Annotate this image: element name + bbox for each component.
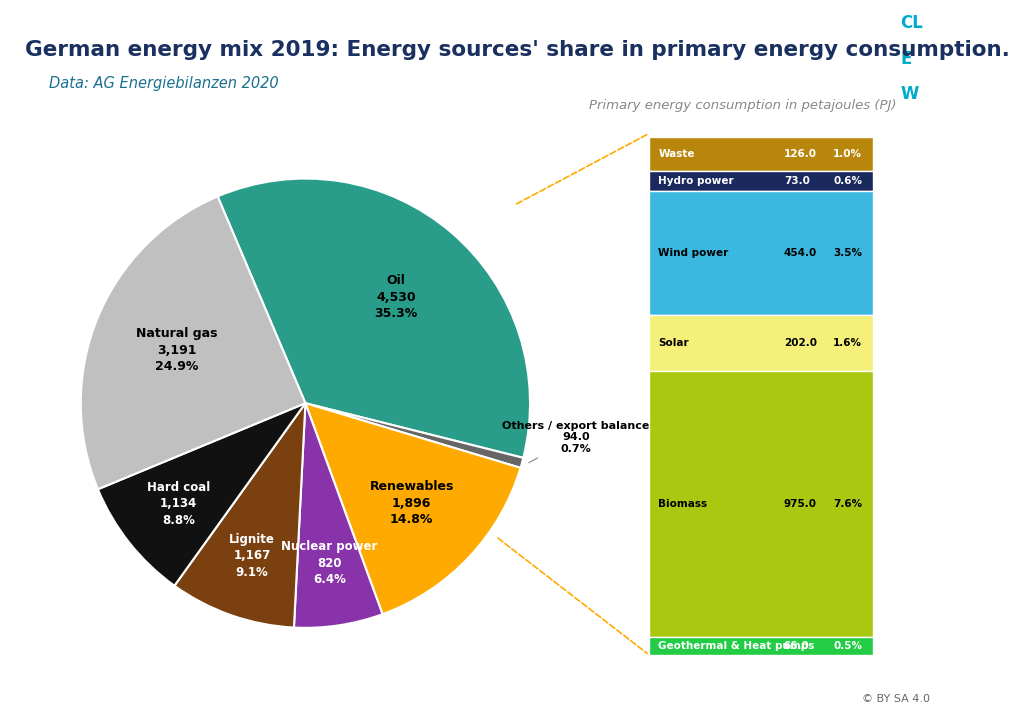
Text: Waste: Waste: [659, 149, 695, 159]
Bar: [649, 171, 873, 192]
Text: 975.0: 975.0: [784, 499, 816, 509]
Text: 0.6%: 0.6%: [833, 176, 862, 186]
Wedge shape: [98, 403, 305, 585]
Text: 1.0%: 1.0%: [833, 149, 862, 159]
Text: Natural gas
3,191
24.9%: Natural gas 3,191 24.9%: [135, 328, 217, 374]
Text: W: W: [900, 85, 918, 103]
Bar: [649, 315, 873, 371]
Text: 3.5%: 3.5%: [833, 248, 862, 258]
Text: 126.0: 126.0: [784, 149, 816, 159]
Text: Data: AG Energiebilanzen 2020: Data: AG Energiebilanzen 2020: [49, 76, 279, 91]
Wedge shape: [305, 403, 520, 614]
Bar: [649, 137, 873, 171]
Text: Solar: Solar: [659, 338, 689, 348]
Text: 73.0: 73.0: [784, 176, 809, 186]
Wedge shape: [305, 403, 523, 468]
Text: 202.0: 202.0: [784, 338, 816, 348]
Text: Lignite
1,167
9.1%: Lignite 1,167 9.1%: [229, 533, 275, 579]
Text: 7.6%: 7.6%: [833, 499, 862, 509]
Text: © BY SA 4.0: © BY SA 4.0: [862, 694, 929, 704]
Text: 0.5%: 0.5%: [833, 642, 862, 651]
Text: Geothermal & Heat pumps: Geothermal & Heat pumps: [659, 642, 814, 651]
Wedge shape: [294, 403, 383, 628]
Text: Hard coal
1,134
8.8%: Hard coal 1,134 8.8%: [147, 481, 211, 527]
Text: Others / export balance
94.0
0.7%: Others / export balance 94.0 0.7%: [502, 420, 649, 463]
Text: CL: CL: [900, 14, 923, 32]
Bar: [649, 637, 873, 655]
Text: EAN: EAN: [940, 14, 978, 32]
Text: NERGY: NERGY: [923, 50, 987, 68]
Text: 66.0: 66.0: [784, 642, 809, 651]
Wedge shape: [80, 197, 305, 490]
Text: Renewables
1,896
14.8%: Renewables 1,896 14.8%: [370, 480, 454, 526]
Text: Hydro power: Hydro power: [659, 176, 734, 186]
Text: 454.0: 454.0: [784, 248, 817, 258]
Bar: [649, 192, 873, 315]
Text: E: E: [900, 50, 911, 68]
Wedge shape: [174, 403, 305, 628]
Text: German energy mix 2019: Energy sources' share in primary energy consumption.: German energy mix 2019: Energy sources' …: [25, 40, 1010, 60]
Text: Wind power: Wind power: [659, 248, 729, 258]
Text: 1.6%: 1.6%: [833, 338, 862, 348]
Text: IRE: IRE: [929, 85, 960, 103]
Text: Biomass: Biomass: [659, 499, 708, 509]
Text: Oil
4,530
35.3%: Oil 4,530 35.3%: [375, 274, 417, 320]
Bar: [649, 371, 873, 637]
Text: Nuclear power
820
6.4%: Nuclear power 820 6.4%: [281, 540, 378, 586]
Wedge shape: [218, 179, 530, 458]
Text: Primary energy consumption in petajoules (PJ): Primary energy consumption in petajoules…: [589, 99, 897, 112]
